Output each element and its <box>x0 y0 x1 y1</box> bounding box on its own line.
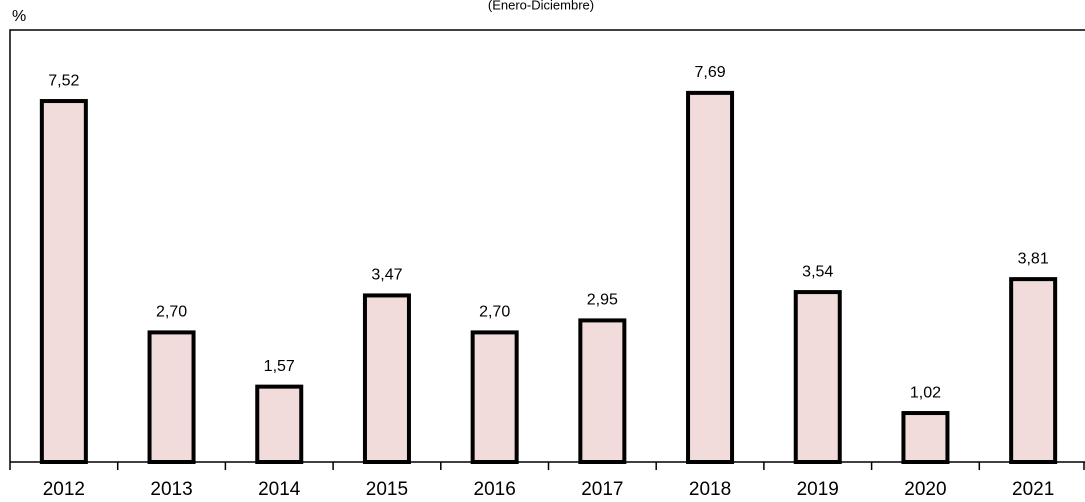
value-label: 7,69 <box>694 64 725 81</box>
value-label: 7,52 <box>48 72 79 89</box>
bar <box>578 318 627 464</box>
x-tick-label: 2013 <box>150 479 192 500</box>
x-tick-label: 2016 <box>474 479 516 500</box>
bar <box>1009 277 1058 464</box>
x-tick-label: 2017 <box>581 479 623 500</box>
value-label: 3,47 <box>371 267 402 284</box>
value-label: 2,70 <box>156 304 187 321</box>
bar <box>147 330 196 464</box>
bar <box>793 290 842 464</box>
bar <box>255 384 304 465</box>
bar <box>901 411 950 465</box>
bar <box>39 99 88 464</box>
x-tick-label: 2012 <box>43 479 85 500</box>
bar <box>470 330 519 464</box>
bar <box>686 90 735 464</box>
value-label: 2,70 <box>479 304 510 321</box>
value-label: 2,95 <box>587 292 618 309</box>
value-label: 1,02 <box>910 384 941 401</box>
plot-frame <box>9 29 1085 462</box>
x-tick-label: 2020 <box>904 479 946 500</box>
x-tick-label: 2014 <box>258 479 301 500</box>
x-tick-label: 2019 <box>797 479 839 500</box>
bar <box>362 293 411 464</box>
value-label: 3,81 <box>1018 250 1049 267</box>
y-axis-label: % <box>12 8 26 25</box>
chart-subtitle: (Enero-Diciembre) <box>488 0 594 12</box>
value-label: 1,57 <box>264 358 295 375</box>
x-tick-label: 2018 <box>689 479 731 500</box>
x-tick-label: 2015 <box>366 479 408 500</box>
x-tick-label: 2021 <box>1012 479 1054 500</box>
value-label: 3,54 <box>802 263 833 280</box>
